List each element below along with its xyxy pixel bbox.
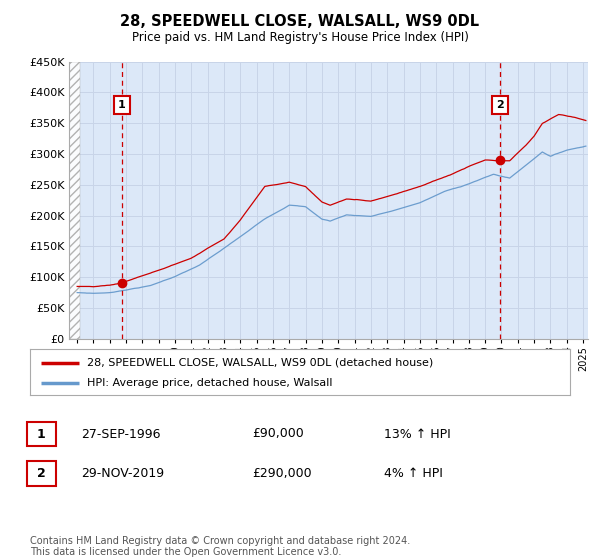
Text: 28, SPEEDWELL CLOSE, WALSALL, WS9 0DL: 28, SPEEDWELL CLOSE, WALSALL, WS9 0DL xyxy=(121,14,479,29)
Text: Contains HM Land Registry data © Crown copyright and database right 2024.
This d: Contains HM Land Registry data © Crown c… xyxy=(30,535,410,557)
Text: £290,000: £290,000 xyxy=(252,466,311,480)
Text: 4% ↑ HPI: 4% ↑ HPI xyxy=(384,466,443,480)
Text: 2: 2 xyxy=(496,100,504,110)
Text: HPI: Average price, detached house, Walsall: HPI: Average price, detached house, Wals… xyxy=(86,379,332,388)
Text: £90,000: £90,000 xyxy=(252,427,304,441)
Text: Price paid vs. HM Land Registry's House Price Index (HPI): Price paid vs. HM Land Registry's House … xyxy=(131,31,469,44)
Text: 2: 2 xyxy=(37,466,46,480)
Text: 28, SPEEDWELL CLOSE, WALSALL, WS9 0DL (detached house): 28, SPEEDWELL CLOSE, WALSALL, WS9 0DL (d… xyxy=(86,358,433,368)
Text: 13% ↑ HPI: 13% ↑ HPI xyxy=(384,427,451,441)
Text: 1: 1 xyxy=(118,100,126,110)
Text: 29-NOV-2019: 29-NOV-2019 xyxy=(81,466,164,480)
Text: 1: 1 xyxy=(37,427,46,441)
Bar xyxy=(69,62,80,339)
Text: 27-SEP-1996: 27-SEP-1996 xyxy=(81,427,161,441)
